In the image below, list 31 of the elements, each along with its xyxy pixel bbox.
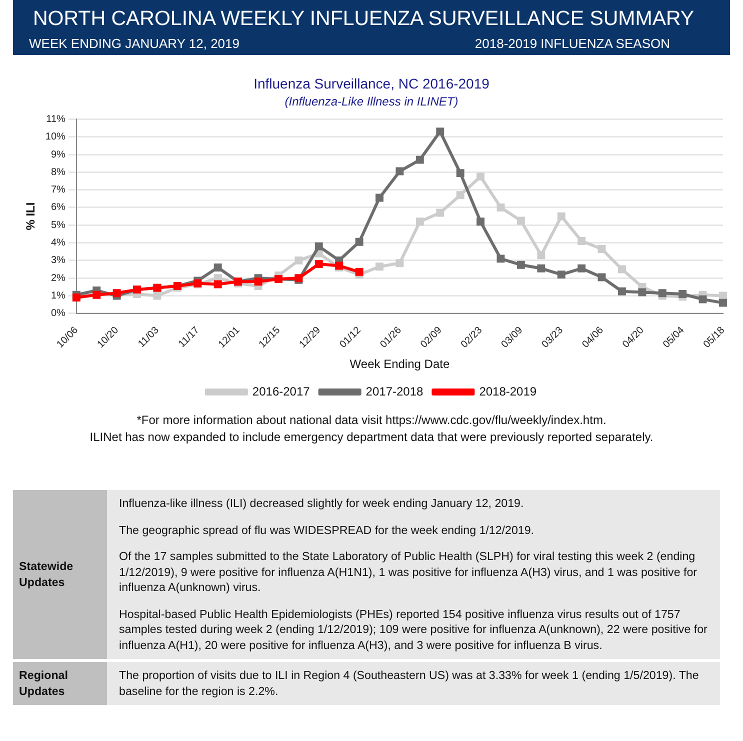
legend-label: 2016-2017 xyxy=(252,384,310,398)
y-tick-label: 4% xyxy=(50,238,66,249)
text: Statewide Updates xyxy=(13,490,107,659)
y-tick-label: 2% xyxy=(50,272,66,284)
chart-subtitle: (Influenza-Like Illness in ILINET) xyxy=(284,94,458,108)
text: NORTH CAROLINA WEEKLY INFLUENZA SURVEILLANCE SUMMARY xyxy=(33,7,694,31)
y-tick-label: 7% xyxy=(50,184,66,196)
text: Hospital-based Public Health Epidemiologists (PHEs) reported 154 positive influenza virus results out of 1757 samples tested during week 2 (ending 1/12/2019); 109 were positive for influenza A(unknown), 22 were positive for influenza A(H1), 20 were positive for influenza A(H3), and 3 were positive for influenza B virus. xyxy=(119,606,708,653)
text: WEEK ENDING JANUARY 12, 2019 xyxy=(29,36,240,51)
y-tick-label: 10% xyxy=(45,132,66,143)
text: Influenza-like illness (ILI) decreased slightly for week ending January 12, 2019. xyxy=(119,496,525,512)
y-tick-label: 8% xyxy=(50,166,66,178)
legend-label: 2018-2019 xyxy=(479,384,537,398)
text: *For more information about national data visit https://www.cdc.gov/flu/weekly/index.htm. xyxy=(136,412,608,429)
text: The geographic spread of flu was WIDESPREAD for the week ending 1/12/2019. xyxy=(119,522,536,538)
chart-title: Influenza Surveillance, NC 2016-2019 xyxy=(254,75,490,92)
y-tick-label: 1% xyxy=(50,290,66,302)
text: 2018-2019 INFLUENZA SEASON xyxy=(474,36,670,51)
y-axis-title: % ILI xyxy=(24,202,38,230)
y-tick-label: 6% xyxy=(50,202,66,214)
text: Regional Updates xyxy=(13,662,107,705)
text: ILINet has now expanded to include emergency department data that were previously reported separately. xyxy=(88,429,654,446)
x-axis-title: Week Ending Date xyxy=(350,357,450,372)
y-tick-label: 5% xyxy=(50,220,66,231)
y-tick-label: 9% xyxy=(50,149,66,160)
y-tick-label: 3% xyxy=(50,255,66,266)
y-tick-label: 0% xyxy=(50,308,66,320)
y-tick-label: 11% xyxy=(46,114,66,125)
text: The proportion of visits due to ILI in Region 4 (Southeastern US) was at 3.33% for week 1 (ending 1/5/2019). The baseline for the region is 2.2%. xyxy=(119,668,700,699)
legend-label: 2017-2018 xyxy=(366,384,424,398)
text: Of the 17 samples submitted to the State Laboratory of Public Health (SLPH) for viral testing this week 2 (ending 1/12/2019), 9 were positive for influenza A(H1N1), 1 was positive for influenza A(H3) virus, and 1 was positive for influenza A(unknown) virus. xyxy=(119,549,698,596)
